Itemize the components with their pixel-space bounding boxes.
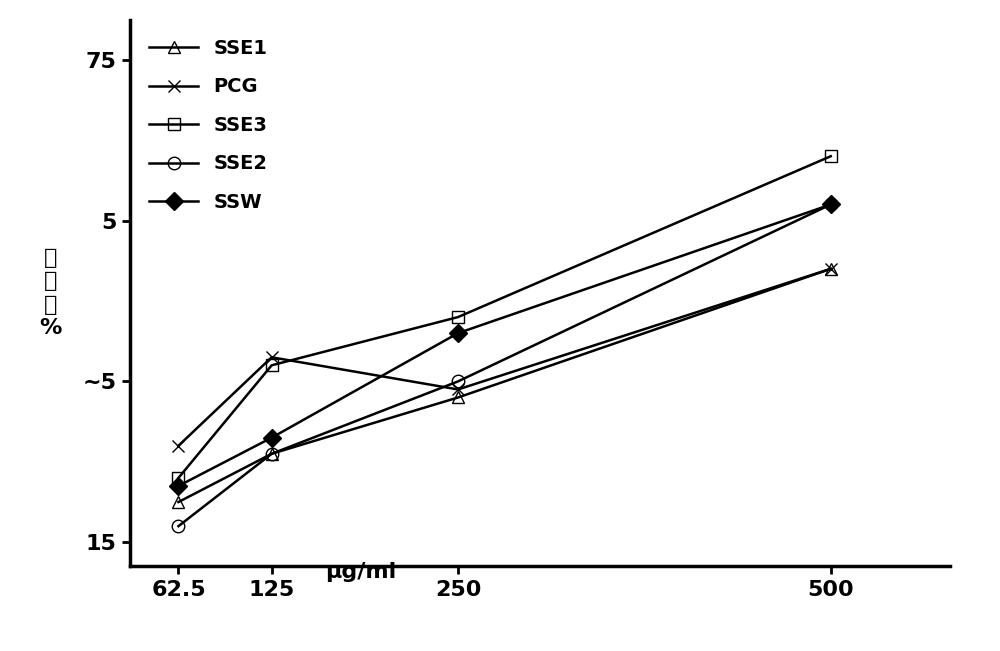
Line: SSE2: SSE2: [172, 199, 837, 533]
Y-axis label: 清
除
率
%: 清 除 率 %: [40, 248, 62, 338]
PCG: [172, 442, 184, 450]
SSE3: [172, 474, 184, 482]
SSE1: [172, 498, 184, 506]
SSW: [172, 482, 184, 490]
SSE3: [452, 313, 464, 321]
Line: SSE3: SSE3: [172, 150, 837, 484]
SSE1: [266, 450, 278, 458]
SSE2: [172, 522, 184, 530]
Legend: SSE1, PCG, SSE3, SSE2, SSW: SSE1, PCG, SSE3, SSE2, SSW: [140, 29, 277, 221]
PCG: [825, 265, 837, 273]
Line: SSW: SSW: [172, 199, 837, 492]
Text: μg/ml: μg/ml: [325, 562, 397, 583]
SSE3: [266, 361, 278, 369]
SSW: [266, 434, 278, 441]
SSE3: [825, 152, 837, 160]
SSW: [452, 329, 464, 337]
Line: SSE1: SSE1: [172, 262, 837, 508]
Line: PCG: PCG: [172, 262, 837, 452]
SSE2: [452, 378, 464, 385]
SSW: [825, 201, 837, 208]
PCG: [452, 385, 464, 393]
SSE1: [825, 265, 837, 273]
SSE1: [452, 394, 464, 402]
PCG: [266, 353, 278, 361]
SSE2: [266, 450, 278, 458]
SSE2: [825, 201, 837, 208]
